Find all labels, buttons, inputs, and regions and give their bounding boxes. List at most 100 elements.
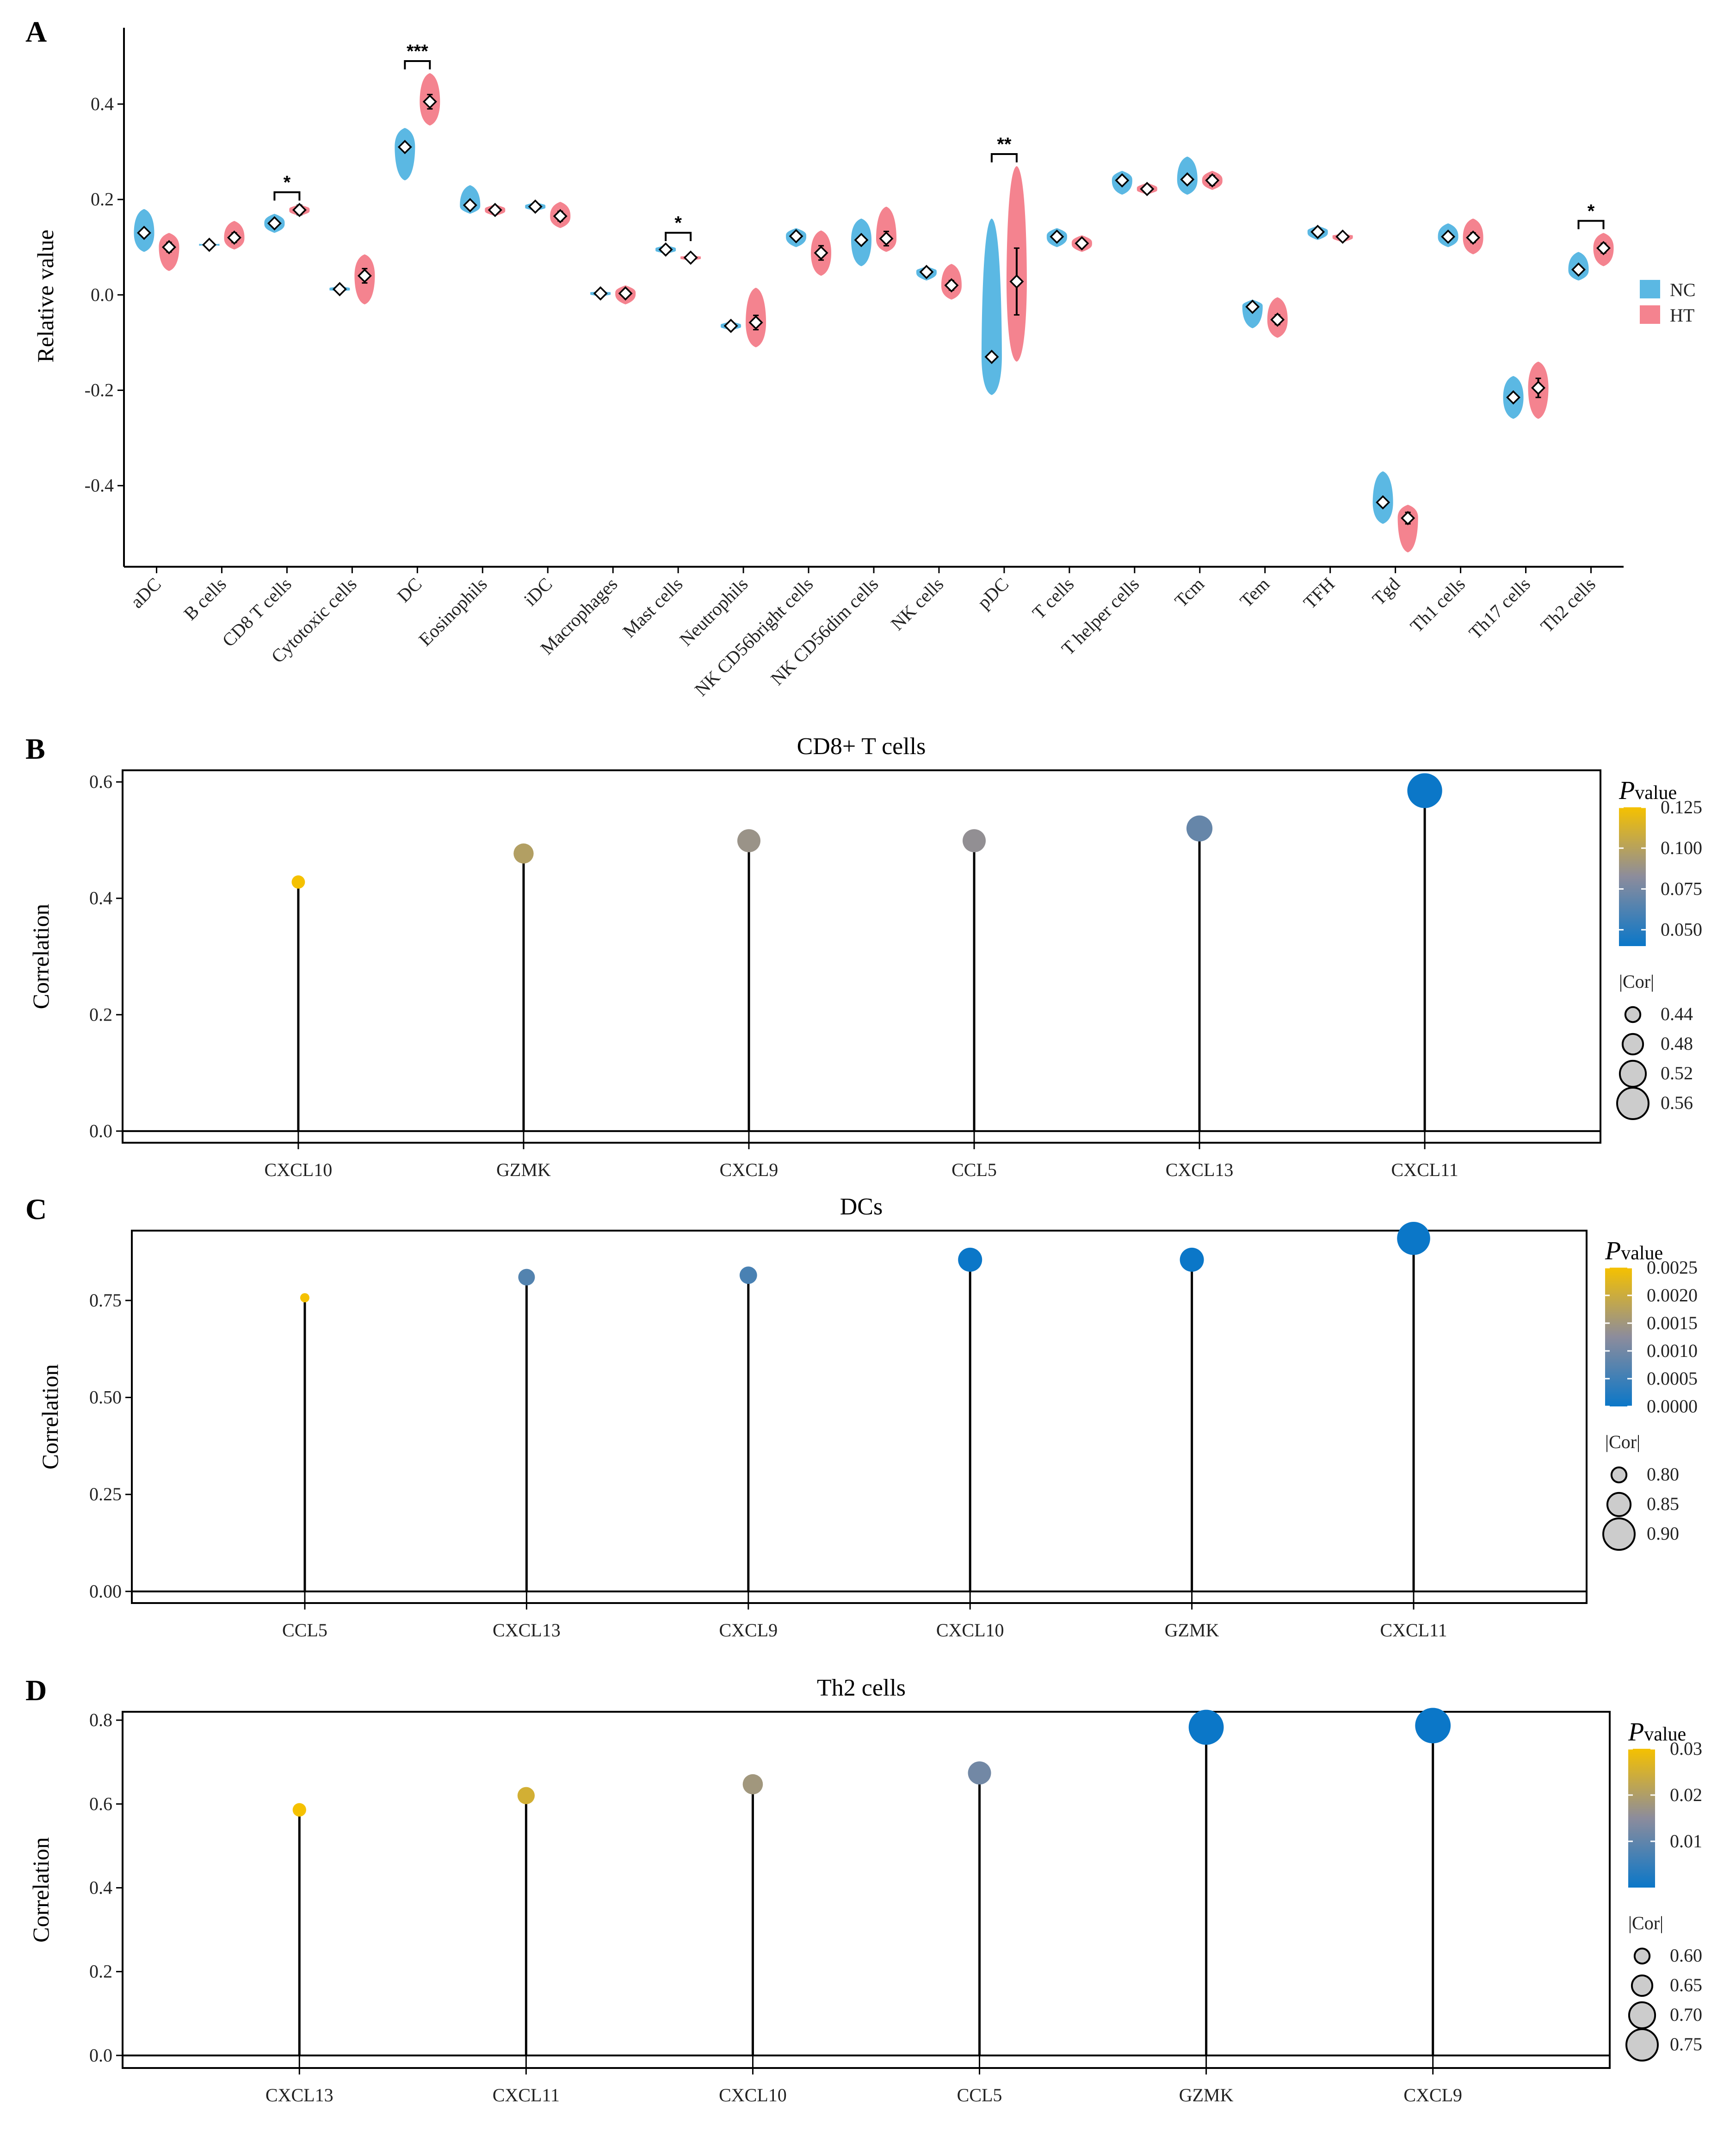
- lollipop-chart-c: Correlation 0.00 0.25 0.50 0.75 CCL5 CXCL13 CXC…: [37, 1221, 1698, 1641]
- ytick-label: 0.2: [89, 1961, 112, 1982]
- ytick-label: 0.2: [89, 1004, 112, 1025]
- point-cxcl9: [1415, 1708, 1451, 1744]
- size-legend-label: 0.44: [1661, 1003, 1693, 1024]
- size-legend-label: 0.56: [1661, 1092, 1693, 1113]
- size-legend-label: 0.48: [1661, 1033, 1693, 1054]
- panel-a-violins: [134, 73, 1614, 553]
- plot-frame: [122, 769, 1601, 1144]
- xtick-label-th2-cells: Th2 cells: [1537, 574, 1600, 637]
- plot-frame: [122, 1711, 1611, 2069]
- point-cxcl13: [518, 1269, 535, 1286]
- mean-marker-ht-tem: [1270, 312, 1285, 327]
- ytick-label: 0.2: [91, 189, 114, 210]
- mean-marker-nc-tem: [1245, 299, 1260, 314]
- size-legend-title: |Cor|: [1628, 1913, 1663, 1933]
- xtick-label-gzmk: GZMK: [1165, 1620, 1219, 1641]
- xtick-label-gzmk: GZMK: [1179, 2085, 1234, 2105]
- colorbar-tick-label: 0.0005: [1647, 1368, 1698, 1389]
- mean-marker-ht-nk-cd56bright-cells: [814, 246, 828, 260]
- xtick-label-dc: DC: [393, 574, 426, 607]
- panel-a-yticks: -0.4 -0.2 0.0 0.2 0.4: [85, 93, 124, 496]
- point-cxcl9: [737, 829, 760, 853]
- point-cxcl11: [1407, 773, 1442, 808]
- mean-marker-nc-tgd: [1376, 495, 1390, 510]
- mean-marker-nc-cytotoxic-cells: [332, 282, 347, 297]
- mean-marker-ht-th2-cells: [1596, 241, 1611, 255]
- xtick-label-tgd: Tgd: [1368, 574, 1404, 609]
- panel-c: C DCs: [25, 1193, 883, 1226]
- panel-a-significance: ********: [273, 41, 1605, 241]
- xtick-label-ccl5: CCL5: [957, 2085, 1002, 2105]
- size-legend-label: 0.80: [1647, 1464, 1679, 1485]
- pvalue-legend-title: Pvalue: [1605, 1237, 1663, 1265]
- mean-marker-ht-tgd: [1401, 511, 1415, 526]
- xtick-label-cxcl13: CXCL13: [1166, 1159, 1234, 1180]
- xtick-label-nk-cd56dim-cells: NK CD56dim cells: [766, 574, 882, 689]
- panel-a-ylabel: Relative value: [32, 229, 58, 362]
- ylabel: Correlation: [28, 1837, 54, 1943]
- point-cxcl10: [291, 875, 305, 889]
- mean-marker-ht-t-helper-cells: [1140, 181, 1155, 196]
- panel-a-legend: NC HT: [1640, 279, 1696, 326]
- point-cxcl13: [1186, 815, 1213, 842]
- p-word: value: [1621, 1243, 1663, 1264]
- panel-d: D Th2 cells: [25, 1674, 906, 1707]
- xtick-label-cxcl9: CXCL9: [720, 1159, 778, 1180]
- ylabel: Correlation: [28, 904, 54, 1009]
- mean-marker-nc-nk-cd56bright-cells: [789, 229, 803, 244]
- ytick-label: 0.0: [89, 2045, 112, 2066]
- panel-d-title: Th2 cells: [817, 1675, 906, 1701]
- size-legend-circle: [1633, 1947, 1651, 1965]
- mean-marker-nc-tcm: [1180, 172, 1195, 187]
- mean-marker-ht-th17-cells: [1531, 380, 1546, 395]
- point-cxcl13: [292, 1803, 306, 1817]
- significance-label: ***: [407, 41, 428, 62]
- point-cxcl9: [739, 1266, 757, 1284]
- ytick-label: -0.4: [85, 475, 114, 496]
- size-legend-circle: [1602, 1517, 1636, 1551]
- mean-marker-nc-eosinophils: [463, 198, 477, 212]
- mean-marker-ht-cytotoxic-cells: [357, 268, 372, 283]
- mean-marker-ht-neutrophils: [748, 315, 763, 330]
- ylabel: Correlation: [37, 1364, 63, 1470]
- panel-b: B CD8+ T cells: [25, 732, 926, 765]
- size-legend-label: 0.90: [1647, 1523, 1679, 1544]
- significance-label: *: [674, 213, 682, 233]
- xtick-label-gzmk: GZMK: [496, 1159, 551, 1180]
- point-cxcl10: [958, 1247, 982, 1272]
- mean-marker-nc-adc: [137, 225, 151, 240]
- lollipop-chart-b: Correlation 0.0 0.2 0.4 0.6 CXCL10 GZMK CXCL9 CC…: [28, 769, 1702, 1180]
- xtick-label-eosinophils: Eosinophils: [414, 574, 491, 650]
- xtick-label-ccl5: CCL5: [282, 1620, 327, 1641]
- xtick-label-adc: aDC: [126, 574, 165, 613]
- xtick-label-th17-cells: Th17 cells: [1465, 574, 1534, 643]
- point-gzmk: [1188, 1709, 1224, 1745]
- ytick-label: 0.6: [89, 771, 112, 792]
- significance-label: *: [284, 172, 291, 192]
- xtick-label-cxcl10: CXCL10: [719, 2085, 787, 2105]
- xtick-label-cxcl10: CXCL10: [265, 1159, 333, 1180]
- colorbar-tick-label: 0.0010: [1647, 1340, 1698, 1361]
- size-legend-title: |Cor|: [1605, 1431, 1640, 1452]
- mean-marker-nc-pdc: [984, 349, 999, 364]
- mean-marker-ht-b-cells: [227, 230, 241, 245]
- mean-marker-nc-dc: [397, 140, 412, 155]
- mean-marker-nc-neutrophils: [723, 318, 738, 333]
- xtick-label-t-cells: T cells: [1028, 574, 1078, 623]
- size-legend-circle: [1631, 1974, 1654, 1997]
- ytick-label: 0.6: [89, 1793, 112, 1814]
- significance-label: **: [997, 134, 1012, 155]
- colorbar-tick-label: 0.01: [1670, 1831, 1702, 1851]
- colorbar-tick-label: 0.075: [1661, 878, 1702, 899]
- mean-marker-ht-dc: [422, 94, 437, 109]
- significance-bracket: [273, 191, 301, 201]
- xtick-label-tem: Tem: [1236, 574, 1273, 612]
- point-cxcl11: [517, 1787, 535, 1804]
- ytick-label: 0.50: [89, 1387, 122, 1408]
- p-word: value: [1644, 1724, 1686, 1745]
- colorbar-tick-label: 0.0020: [1647, 1285, 1698, 1306]
- point-gzmk: [1180, 1247, 1204, 1272]
- point-ccl5: [968, 1761, 991, 1785]
- colorbar-tick-label: 0.125: [1661, 797, 1702, 817]
